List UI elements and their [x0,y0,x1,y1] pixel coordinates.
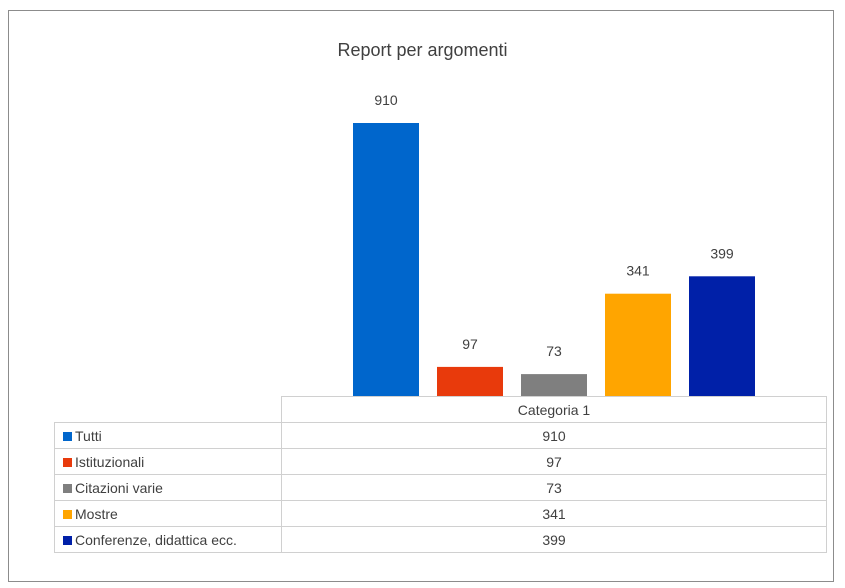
table-row: Tutti 910 [54,422,827,449]
bar-conferenze-didattica-ecc [689,276,755,396]
legend-swatch [63,483,72,493]
data-label: 97 [462,336,478,352]
series-name: Citazioni varie [75,479,163,496]
bar-citazioni-varie [521,374,587,396]
bar-tutti [353,123,419,396]
data-table: Categoria 1 Tutti 910 Istituzionali 97 C… [54,396,827,553]
series-name: Tutti [75,427,102,444]
legend-swatch [63,509,72,519]
series-value: 73 [281,474,827,501]
bar-mostre [605,293,671,396]
series-name: Istituzionali [75,453,145,470]
legend-swatch [63,457,72,467]
table-row: Mostre 341 [54,500,827,527]
table-header-row: Categoria 1 [54,396,827,423]
table-row: Conferenze, didattica ecc. 399 [54,526,827,553]
data-label: 910 [374,92,398,108]
series-value: 910 [281,422,827,449]
series-value: 341 [281,500,827,527]
chart-title: Report per argomenti [337,40,508,60]
legend-swatch [63,535,72,545]
series-name: Mostre [75,505,118,522]
bar-istituzionali [437,366,503,396]
series-value: 97 [281,448,827,475]
table-row: Citazioni varie 73 [54,474,827,501]
data-label: 73 [546,343,562,359]
series-name: Conferenze, didattica ecc. [75,531,237,548]
table-row: Istituzionali 97 [54,448,827,475]
data-label: 399 [710,245,734,261]
legend-swatch [63,431,72,441]
data-label: 341 [626,263,650,279]
series-value: 399 [281,526,827,553]
category-label: Categoria 1 [281,396,827,423]
